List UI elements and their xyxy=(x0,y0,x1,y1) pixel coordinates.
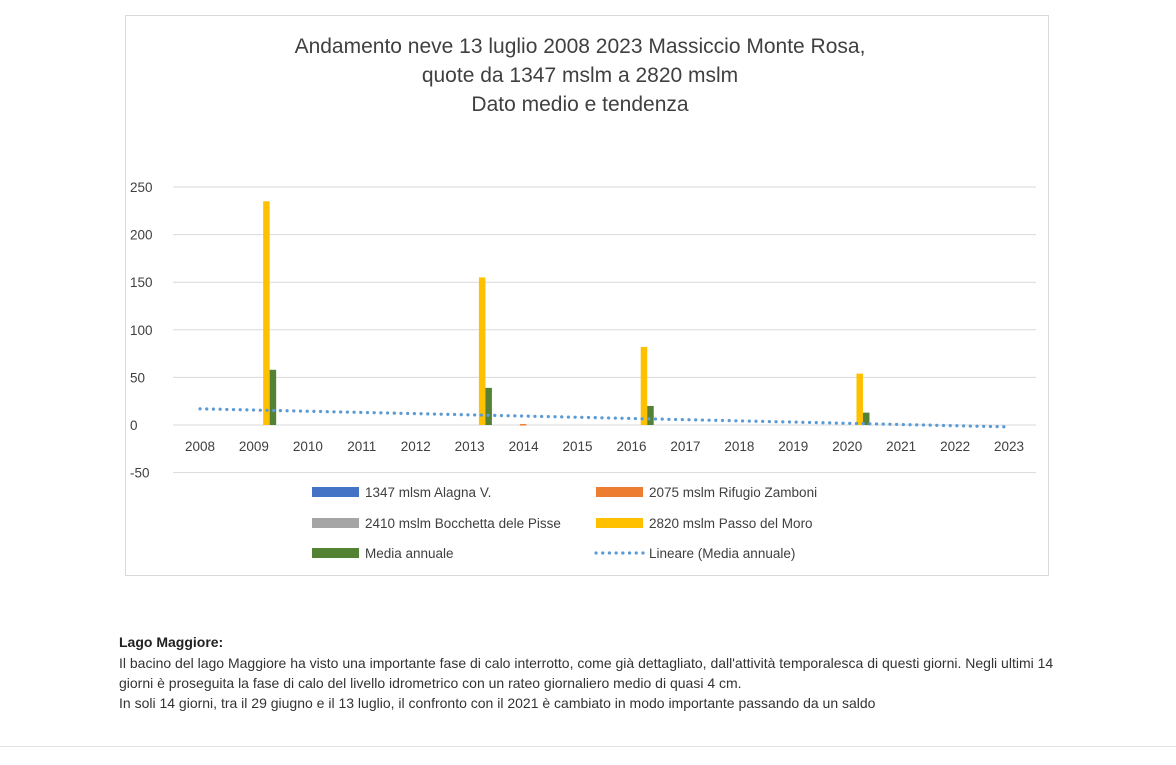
y-tick-label: -50 xyxy=(130,466,150,481)
x-tick-label: 2011 xyxy=(347,439,376,454)
bar-2820-mslm-passo-del-moro xyxy=(640,346,648,425)
y-tick-label: 50 xyxy=(130,370,145,385)
legend-swatch xyxy=(312,548,359,558)
bar-media-annuale xyxy=(269,369,277,425)
article-heading: Lago Maggiore: xyxy=(119,634,224,650)
x-tick-label: 2022 xyxy=(940,439,970,454)
y-tick-label: 100 xyxy=(130,323,153,338)
bar-2820-mslm-passo-del-moro xyxy=(478,277,486,425)
x-tick-label: 2023 xyxy=(994,439,1024,454)
legend-swatch xyxy=(312,518,359,528)
y-tick-label: 0 xyxy=(130,418,138,433)
article-paragraph-1: Il bacino del lago Maggiore ha visto una… xyxy=(119,655,1054,691)
chart-title-line-1: Andamento neve 13 luglio 2008 2023 Massi… xyxy=(295,35,866,58)
bar-media-annuale xyxy=(862,412,870,425)
legend-label: 2820 mslm Passo del Moro xyxy=(649,516,813,531)
bottom-divider xyxy=(0,746,1176,747)
article-paragraph-2: In soli 14 giorni, tra il 29 giugno e il… xyxy=(119,695,876,711)
chart-card: Andamento neve 13 luglio 2008 2023 Massi… xyxy=(125,15,1049,576)
legend-label: Lineare (Media annuale) xyxy=(649,546,795,561)
y-tick-label: 150 xyxy=(130,275,153,290)
chart-title-line-3: Dato medio e tendenza xyxy=(471,93,688,116)
legend-label: 1347 mlsm Alagna V. xyxy=(365,485,491,500)
x-tick-label: 2012 xyxy=(401,439,431,454)
legend-swatch xyxy=(312,487,359,497)
trendline xyxy=(198,407,1011,429)
article: Lago Maggiore: Il bacino del lago Maggio… xyxy=(119,631,1064,713)
x-tick-label: 2013 xyxy=(455,439,485,454)
x-tick-label: 2015 xyxy=(563,439,593,454)
bar-2820-mslm-passo-del-moro xyxy=(856,373,863,425)
x-tick-label: 2021 xyxy=(886,439,916,454)
bar-2820-mslm-passo-del-moro xyxy=(263,201,270,425)
bar-media-annuale xyxy=(647,405,654,425)
legend-swatch xyxy=(596,518,643,528)
x-tick-label: 2009 xyxy=(239,439,269,454)
x-tick-label: 2018 xyxy=(724,439,754,454)
legend-label: 2410 mslm Bocchetta dele Pisse xyxy=(365,516,561,531)
legend-label: 2075 mslm Rifugio Zamboni xyxy=(649,485,817,500)
x-tick-label: 2016 xyxy=(616,439,646,454)
y-tick-label: 200 xyxy=(130,228,153,243)
x-tick-label: 2017 xyxy=(670,439,700,454)
y-tick-label: 250 xyxy=(130,180,153,195)
x-tick-label: 2010 xyxy=(293,439,323,454)
x-tick-label: 2020 xyxy=(832,439,862,454)
x-tick-label: 2019 xyxy=(778,439,808,454)
legend-swatch xyxy=(596,487,643,497)
x-tick-label: 2014 xyxy=(509,439,540,454)
chart-title-line-2: quote da 1347 mslm a 2820 mslm xyxy=(422,64,738,87)
x-tick-label: 2008 xyxy=(185,439,215,454)
legend-label: Media annuale xyxy=(365,546,454,561)
chart-svg: Andamento neve 13 luglio 2008 2023 Massi… xyxy=(130,35,1036,561)
bar-media-annuale xyxy=(485,387,492,425)
legend: 1347 mlsm Alagna V. 2075 mslm Rifugio Zam… xyxy=(312,485,817,561)
plot-area: 250 200 150 100 50 0 -50 2008 2009 2010 2011 2012 20… xyxy=(130,180,1036,481)
bar-2075-mslm-rifugio-zamboni xyxy=(519,424,527,426)
